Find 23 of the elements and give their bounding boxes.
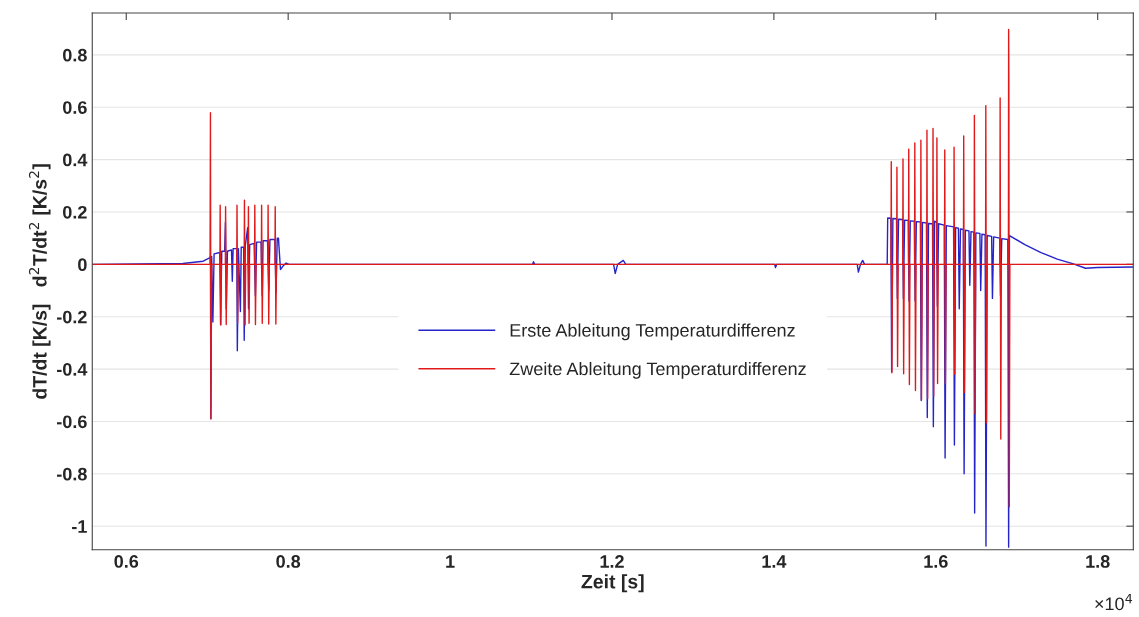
x-tick-label: 0.6 <box>114 555 139 568</box>
y-tick-label: 0 <box>78 258 87 272</box>
text: ×10$^{4}$ <box>1095 593 1133 611</box>
y-axis-title: dT/dt [K/s] d$^{2}$T/dt$^{2}$ [K/s$^{2}$] <box>28 164 51 399</box>
y-tick-label: -0.2 <box>56 310 87 324</box>
y-tick-label: -0.6 <box>56 415 87 429</box>
y-tick-label: 0.4 <box>63 153 88 167</box>
x-tick-label: 0.8 <box>276 555 301 568</box>
x-tick-label: 1.8 <box>1086 555 1110 568</box>
legend-label: Erste Ableitung Temperaturdifferenz <box>510 323 795 341</box>
x-tick-label: 1 <box>446 555 455 568</box>
x-tick-label: 1.4 <box>762 555 787 568</box>
x-tick-label: 1.6 <box>924 555 948 568</box>
y-tick-label: -1 <box>72 520 87 533</box>
x-tick-label: 1.2 <box>600 555 624 568</box>
y-tick-label: 0.6 <box>63 101 87 114</box>
y-tick-label: -0.8 <box>56 467 87 481</box>
y-tick-label: 0.2 <box>63 205 87 219</box>
y-tick-label: 0.8 <box>63 48 87 62</box>
line-series <box>92 28 1134 508</box>
legend-label: Zweite Ableitung Temperaturdifferenz <box>509 361 806 379</box>
y-tick-label: -0.4 <box>56 363 88 376</box>
x-axis-title: Zeit [s] <box>581 574 644 593</box>
